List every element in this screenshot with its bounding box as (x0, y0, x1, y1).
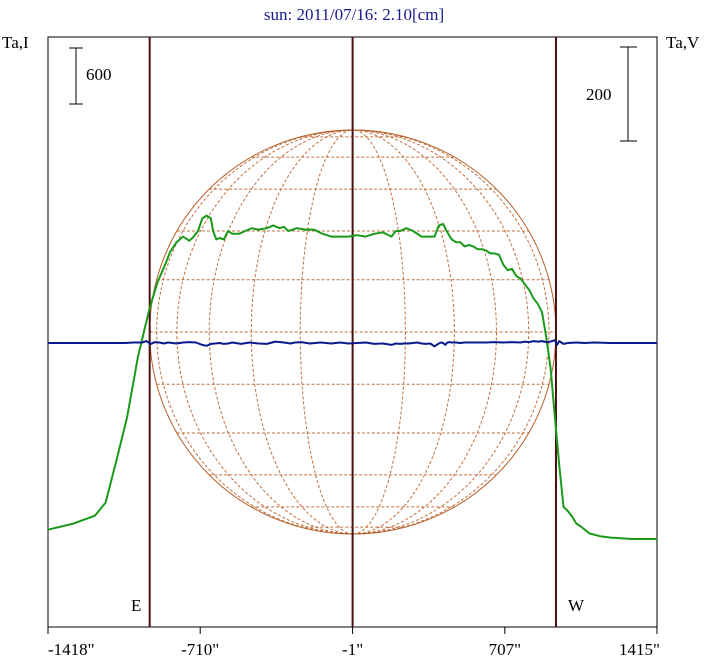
intensity-curve (47, 214, 657, 540)
longitude-line (250, 129, 353, 535)
longitude-line (299, 129, 353, 535)
data-series (47, 214, 657, 540)
limb-east-label: E (131, 596, 141, 615)
scale-bar-right-label: 200 (586, 85, 612, 104)
y-axis-right-label: Ta,V (666, 33, 700, 52)
x-axis-ticks: -1418" -710" -1" 707" 1415" (47, 627, 660, 659)
x-tick-label: -1" (342, 640, 363, 659)
polarization-curve (48, 339, 657, 348)
y-axis-left-label: Ta,I (2, 33, 29, 52)
scale-bar-left (69, 47, 83, 105)
longitude-line (156, 129, 353, 535)
longitude-line (352, 129, 406, 535)
x-tick-label: 1415" (619, 640, 660, 659)
longitude-line (352, 129, 455, 535)
longitude-line (352, 129, 530, 535)
x-tick-label: -710" (181, 640, 219, 659)
x-tick-label: 707" (489, 640, 521, 659)
x-tick-label: -1418" (48, 640, 95, 659)
limb-west-label: W (568, 596, 585, 615)
longitude-line (176, 129, 353, 535)
chart-title: sun: 2011/07/16: 2.10[cm] (264, 5, 444, 24)
limb-center-lines (148, 37, 557, 627)
longitude-line (352, 129, 550, 535)
scale-bar-right (620, 46, 637, 142)
scale-bar-left-label: 600 (86, 65, 112, 84)
